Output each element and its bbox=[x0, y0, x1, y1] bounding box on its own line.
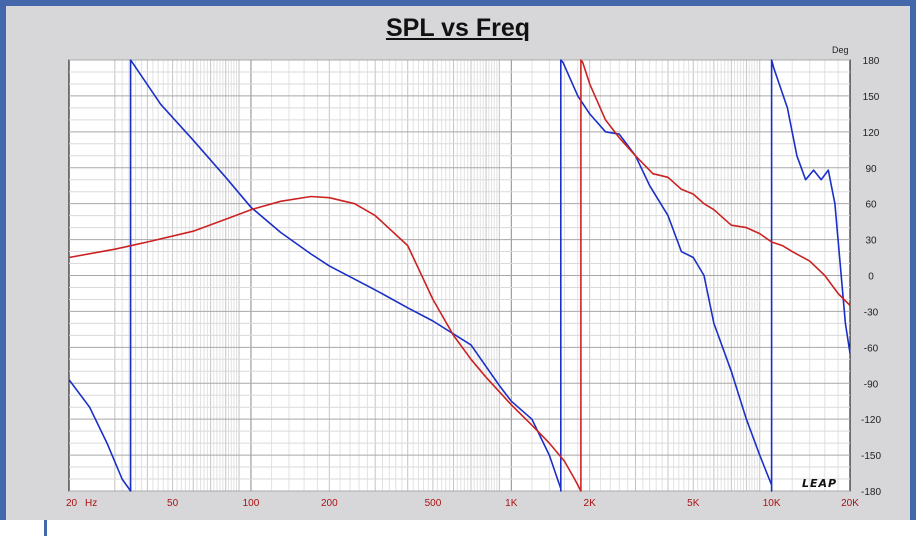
x-axis-ticks: 20 50 100 200 500 1K 2K 5K 10K 20K bbox=[66, 498, 859, 509]
y-axis-ticks: 180 150 120 90 60 30 0 -30 -60 -90 -120 -150 -180 bbox=[861, 56, 881, 498]
y-tick-label: -60 bbox=[864, 343, 879, 354]
y-tick-label: -150 bbox=[861, 451, 881, 462]
x-tick-label: 10K bbox=[763, 498, 781, 509]
y-unit-label: Deg bbox=[832, 45, 849, 55]
chart-title: SPL vs Freq bbox=[385, 14, 531, 42]
x-tick-label: 500 bbox=[425, 498, 442, 509]
series-group bbox=[68, 59, 851, 492]
y-tick-label: -90 bbox=[864, 379, 879, 390]
y-tick-label: 180 bbox=[863, 56, 880, 67]
leap-watermark: LEAP bbox=[802, 477, 837, 490]
x-tick-label: 20 bbox=[66, 498, 78, 509]
y-tick-label: -120 bbox=[861, 415, 881, 426]
y-tick-label: -180 bbox=[861, 487, 881, 498]
y-tick-label: 150 bbox=[863, 92, 880, 103]
phase-curve-1 bbox=[68, 59, 851, 492]
x-tick-label: 5K bbox=[687, 498, 700, 509]
x-tick-label: 100 bbox=[243, 498, 260, 509]
x-tick-label: 1K bbox=[505, 498, 518, 509]
y-tick-label: 0 bbox=[868, 272, 874, 283]
x-tick-label: 20K bbox=[841, 498, 859, 509]
x-tick-label: 200 bbox=[321, 498, 338, 509]
x-tick-label: 50 bbox=[167, 498, 179, 509]
y-tick-label: -30 bbox=[864, 307, 879, 318]
y-tick-label: 120 bbox=[863, 128, 880, 139]
y-tick-label: 60 bbox=[865, 200, 877, 211]
grid bbox=[69, 59, 850, 492]
x-unit-label: Hz bbox=[85, 498, 97, 509]
y-tick-label: 30 bbox=[865, 236, 877, 247]
phase-curve-2 bbox=[68, 59, 851, 492]
y-tick-label: 90 bbox=[865, 164, 877, 175]
window-bottom-strip bbox=[0, 520, 916, 536]
x-tick-label: 2K bbox=[584, 498, 597, 509]
